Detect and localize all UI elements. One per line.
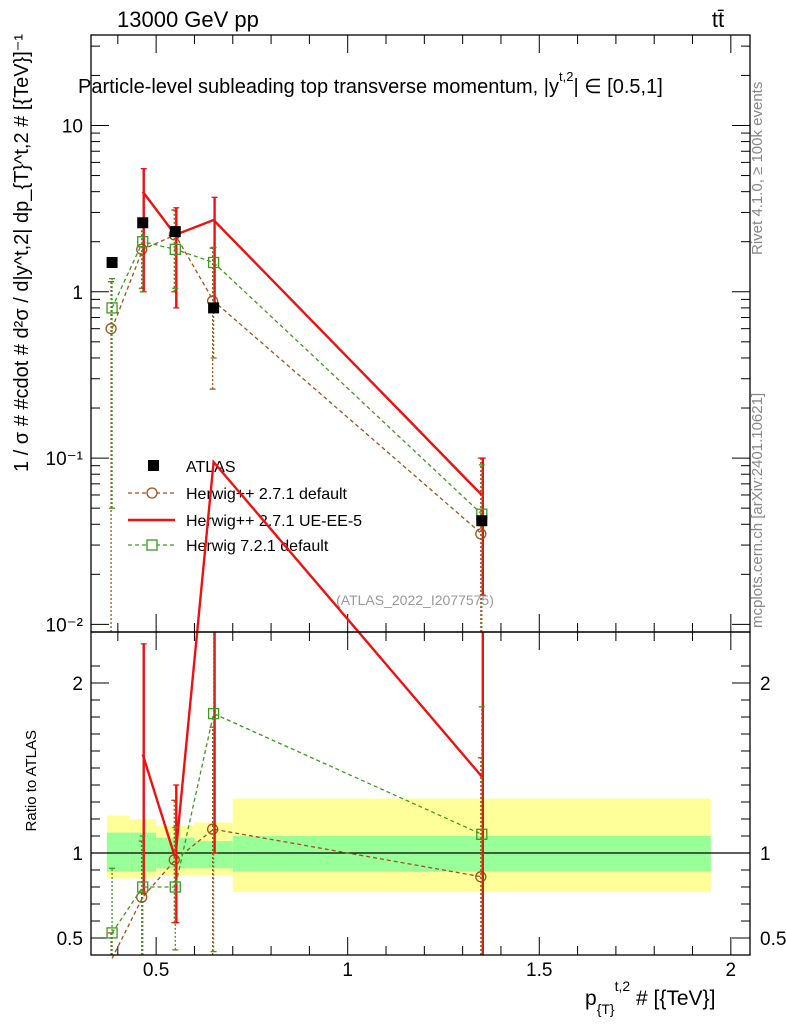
ratio-axis-ticks: 0.5 0.5 1 1 2 2 0.5 1 1.5 2 (57, 632, 786, 981)
x-axis-label: p{T}t,2 # [{TeV}] (585, 978, 715, 1017)
ratio-y-tick-label-right: 2 (760, 674, 771, 695)
ratio-x-tick-label: 2 (726, 960, 737, 981)
process-label: tt̄ (712, 7, 724, 32)
plot-title-tail: | ∈ [0.5,1] (573, 76, 662, 98)
ratio-x-tick-label: 0.5 (143, 960, 169, 981)
ratio-y-tick-label-right: 0.5 (760, 929, 786, 950)
ratio-x-tick-label: 1.5 (526, 960, 552, 981)
data-point-herwig7_default (207, 707, 220, 720)
ratio-y-tick-label: 1 (72, 844, 83, 865)
data-point-herwig_pp_default (206, 823, 219, 835)
ratio-uncertainty-bands (91, 798, 750, 893)
data-point-herwig7_default (106, 302, 118, 314)
main-y-tick-label: 10⁻¹ (46, 449, 84, 470)
data-point-herwig_pp_default (475, 871, 487, 883)
main-y-tick-label: 1 (72, 283, 83, 304)
ratio-y-tick-label: 0.5 (57, 929, 83, 950)
legend-atlas-marker (148, 460, 159, 471)
legend-atlas-label: ATLAS (186, 459, 236, 476)
series-line-herwig_pp_default (111, 828, 482, 959)
main-y-tick-label: 10 (62, 116, 83, 137)
legend: ATLAS Herwig++ 2.7.1 default Herwig++ 2.… (128, 459, 362, 555)
data-point-herwig_pp_default (105, 323, 117, 335)
x-axis-label-sub: {T} (597, 1001, 615, 1017)
legend-herwig-pp-ueee5-label: Herwig++ 2.7.1 UE-EE-5 (186, 513, 362, 530)
main-plot-title: Particle-level subleading top transverse… (78, 69, 663, 98)
ratio-panel: 0.5 0.5 1 1 2 2 0.5 1 1.5 2 Ratio to ATLAS p{T}t,… (23, 459, 786, 1017)
main-y-axis-label: 1 / σ # #cdot # d²σ / d|y^t,2| dp_{T}^t,… (11, 34, 33, 472)
main-axis-ticks: 10⁻² 10⁻¹ 1 10 (46, 35, 750, 636)
side-label-mcplots: mcplots.cern.ch [arXiv:2401.10621] (749, 393, 766, 628)
legend-entry-herwig-pp-default: Herwig++ 2.7.1 default (128, 486, 348, 503)
data-point-herwig7_default (207, 256, 220, 269)
watermark: (ATLAS_2022_I2077575) (336, 592, 494, 608)
main-series-layer (105, 168, 488, 632)
data-point-herwig7_default (169, 243, 181, 255)
band-inner-bin (232, 836, 711, 872)
main-y-tick-label: 10⁻² (46, 615, 84, 636)
ratio-series-layer (106, 459, 488, 959)
data-point-herwig7_default (137, 881, 149, 893)
ratio-x-tick-label: 1 (342, 960, 353, 981)
series-line-herwig_pp_ueee5 (141, 459, 483, 859)
x-axis-label-tail: # [{TeV}] (630, 987, 715, 1010)
legend-entry-herwig7-default: Herwig 7.2.1 default (128, 538, 329, 555)
legend-entry-herwig-pp-ueee5: Herwig++ 2.7.1 UE-EE-5 (128, 513, 362, 530)
band-inner-bin (106, 832, 130, 872)
legend-herwig-pp-default-marker (146, 487, 158, 499)
x-axis-label-sup: t,2 (615, 978, 631, 994)
series-line-herwig_pp_ueee5 (141, 190, 483, 496)
data-point-herwig7_default (106, 927, 118, 939)
series-line-herwig7_default (111, 240, 483, 515)
ratio-y-axis-label: Ratio to ATLAS (23, 730, 40, 831)
ratio-y-tick-label-right: 1 (760, 844, 771, 865)
side-label-rivet: Rivet 4.1.0, ≥ 100k events (749, 82, 766, 255)
data-point-herwig_pp_default (475, 528, 487, 540)
data-point-data (169, 226, 181, 238)
side-labels: Rivet 4.1.0, ≥ 100k events mcplots.cern.… (749, 82, 766, 628)
plot-title-text: Particle-level subleading top transverse… (78, 76, 559, 98)
legend-herwig-pp-default-label: Herwig++ 2.7.1 default (186, 486, 348, 503)
legend-herwig7-default-marker (146, 539, 158, 551)
data-point-data (106, 256, 118, 268)
plot-title-sup: t,2 (559, 69, 573, 84)
x-axis-label-main: p (585, 987, 597, 1010)
data-point-herwig7_default (169, 881, 181, 893)
main-panel: 10⁻² 10⁻¹ 1 10 1 / σ # #cdot # d²σ / d|y^t,… (11, 34, 751, 636)
data-point-data (137, 217, 149, 229)
ratio-frame (90, 631, 751, 956)
data-point-data (476, 515, 488, 527)
energy-label: 13000 GeV pp (117, 7, 259, 32)
ratio-y-tick-label: 2 (72, 674, 83, 695)
data-point-herwig7_default (476, 828, 488, 840)
legend-herwig7-default-label: Herwig 7.2.1 default (186, 538, 329, 555)
data-point-data (208, 302, 220, 314)
series-line-herwig7_default (111, 712, 483, 934)
data-point-herwig7_default (137, 236, 149, 248)
